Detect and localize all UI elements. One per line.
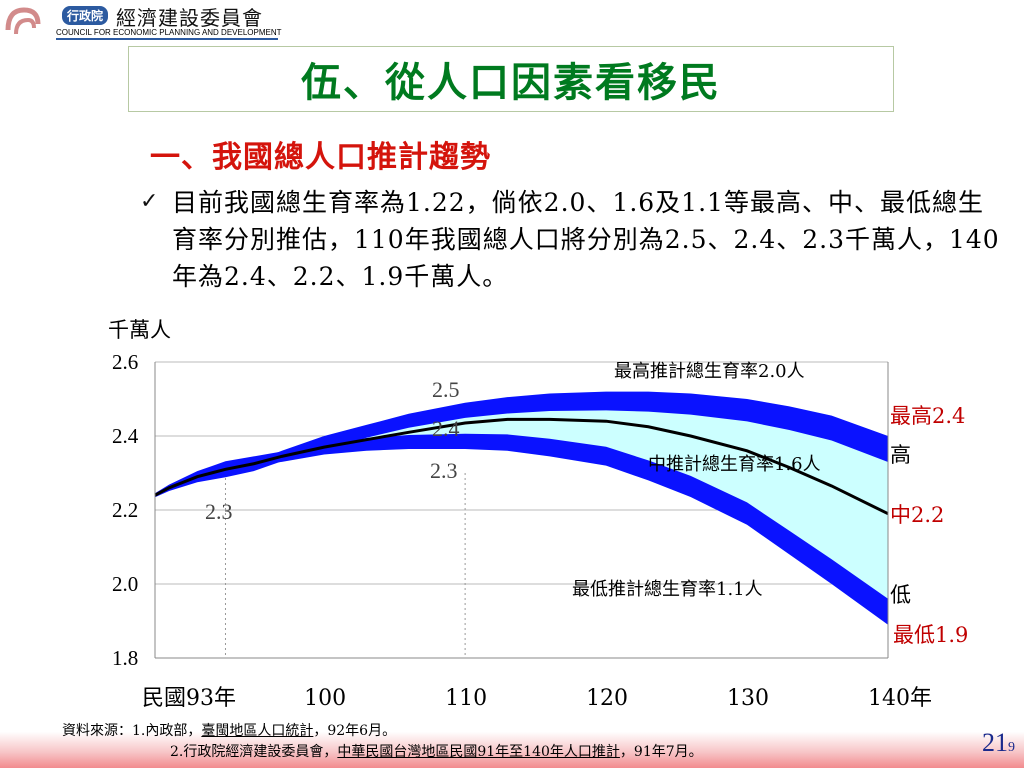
x-tick-label-2: 110 [445,686,487,711]
y-tick-label-0: 2.6 [112,350,138,374]
source-2-prefix: 2.行政院經濟建設委員會， [170,744,338,760]
end-label-low: 低 [890,583,911,607]
checkmark-icon: ✓ [140,189,159,214]
logo-name-cn: 經濟建設委員會 [116,6,263,30]
source-2-tail: ，91年7月。 [619,744,703,760]
source-1-tail: ，92年6月。 [313,723,397,739]
mid-projection-line [154,417,889,516]
logo-badge: 行政院 [62,6,109,25]
y-axis-label: 千萬人 [108,318,171,342]
mid-series-label: 中推計總生育率1.6人 [648,454,821,475]
bullet-text: 目前我國總生育率為1.22，倘依2.0、1.6及1.1等最高、中、最低總生育率分… [172,188,1000,291]
high-projection-band [155,391,888,498]
y-tick-label-2: 2.2 [112,498,138,522]
council-logo: 行政院 經濟建設委員會 COUNCIL FOR ECONOMIC PLANNIN… [0,0,290,44]
footer-band [0,716,1024,768]
x-tick-label-3: 120 [586,686,628,711]
slide-title-box: 伍、從人口因素看移民 [128,46,894,112]
source-1-prefix: 資料來源：1.內政部， [62,723,202,739]
logo-divider [56,38,278,40]
low-series-label: 最低推計總生育率1.1人 [572,579,763,600]
high-series-label: 最高推計總生育率2.0人 [614,361,805,382]
label-110-mid: 2.4 [432,416,460,441]
y-tick-label-1: 2.4 [112,424,139,448]
slide-title: 伍、從人口因素看移民 [301,59,721,106]
end-label-high-2: 高 [890,443,911,467]
source-2-title: 中華民國台灣地區民國91年至140年人口推計 [337,744,620,760]
source-1-title: 臺閩地區人口統計 [201,723,314,739]
source-line-1: 資料來源：1.內政部，臺閩地區人口統計，92年6月。 [62,720,396,740]
chart-bands [154,391,889,625]
source-line-2: 2.行政院經濟建設委員會，中華民國台灣地區民國91年至140年人口推計，91年7… [170,741,703,761]
y-tick-label-3: 2.0 [112,572,138,596]
end-label-high: 最高2.4 [890,404,965,428]
logo-name-en: COUNCIL FOR ECONOMIC PLANNING AND DEVELO… [56,28,282,37]
section-subtitle: 一、我國總人口推計趨勢 [150,140,491,175]
x-tick-label-5: 140年 [868,686,932,711]
cepd-logo-icon [5,7,41,35]
page-number-main: 21 [982,728,1008,757]
label-93: 2.3 [205,499,233,524]
page-number: 219 [982,728,1015,758]
end-label-mid: 中2.2 [890,503,944,527]
y-tick-label-4: 1.8 [112,646,138,670]
label-110-high: 2.5 [432,377,460,402]
x-tick-label-0: 民國93年 [142,686,236,711]
end-label-low-2: 最低1.9 [893,623,968,647]
page-number-sub: 9 [1008,740,1015,755]
label-110-low: 2.3 [430,458,458,483]
x-tick-label-1: 100 [304,686,346,711]
x-tick-label-4: 130 [727,686,769,711]
